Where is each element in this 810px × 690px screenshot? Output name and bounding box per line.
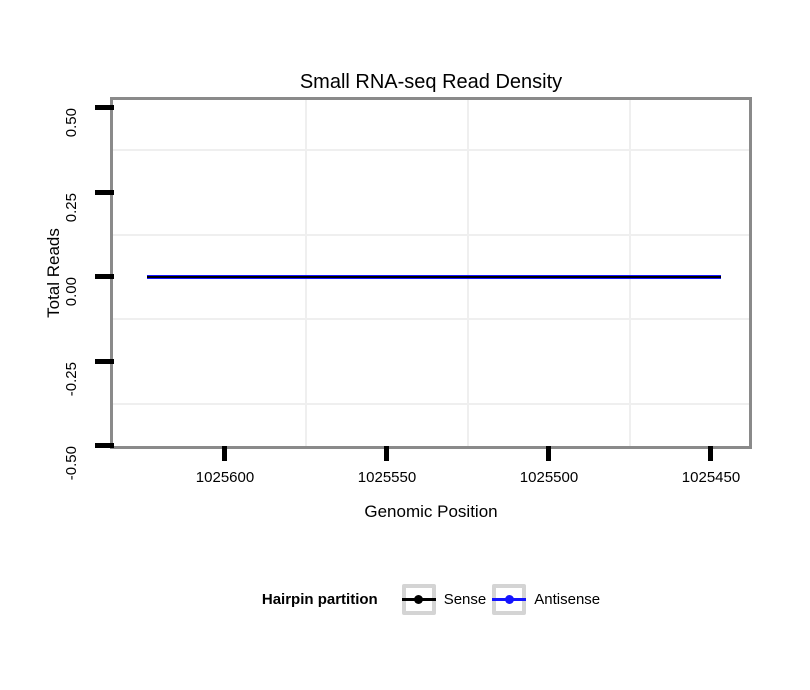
y-axis-tick — [95, 189, 114, 195]
minor-gridline-vertical — [467, 100, 469, 446]
x-axis-tick — [384, 446, 389, 461]
y-axis-tick — [95, 443, 114, 448]
legend-label-sense: Sense — [443, 590, 487, 608]
x-axis-tick — [546, 446, 551, 461]
data-line-sense — [147, 276, 721, 278]
legend-title: Hairpin partition — [261, 590, 378, 608]
x-axis-tick — [222, 446, 227, 461]
x-tick-label: 1025600 — [195, 469, 255, 486]
x-tick-label: 1025500 — [519, 469, 579, 486]
x-tick-label: 1025450 — [681, 469, 741, 486]
minor-gridline-horizontal — [113, 318, 749, 321]
minor-gridline-horizontal — [113, 149, 749, 152]
legend-label-antisense: Antisense — [534, 590, 601, 608]
minor-gridline-vertical — [629, 100, 631, 446]
y-axis-title-text: Total Reads — [44, 228, 63, 318]
y-axis-tick — [95, 105, 114, 110]
x-tick-label: 1025550 — [357, 469, 417, 486]
plot-area — [110, 97, 752, 449]
y-axis-tick — [95, 358, 114, 364]
chart-title: Small RNA-seq Read Density — [299, 71, 563, 93]
minor-gridline-vertical — [305, 100, 307, 446]
legend-key-dot-sense — [414, 594, 424, 604]
minor-gridline-horizontal — [113, 402, 749, 405]
legend-item-sense: Sense — [401, 583, 487, 615]
plot-border — [110, 97, 752, 449]
y-tick-label-text: -0.25 — [63, 361, 80, 396]
legend-key-sense — [401, 583, 436, 615]
y-tick-label-text: -0.50 — [63, 446, 80, 481]
x-axis-title: Genomic Position — [364, 502, 498, 521]
legend-key-dot-antisense — [504, 594, 514, 604]
y-axis-tick — [95, 274, 114, 279]
y-tick-label-text: 0.00 — [63, 277, 80, 307]
legend-item-antisense: Antisense — [492, 583, 601, 615]
y-tick-label-text: 0.50 — [63, 108, 80, 138]
legend: Hairpin partition Sense Antisense — [113, 582, 749, 616]
legend-key-antisense — [492, 583, 527, 615]
minor-gridline-horizontal — [113, 233, 749, 236]
y-tick-label-text: 0.25 — [63, 192, 80, 222]
x-axis-tick — [708, 446, 713, 461]
